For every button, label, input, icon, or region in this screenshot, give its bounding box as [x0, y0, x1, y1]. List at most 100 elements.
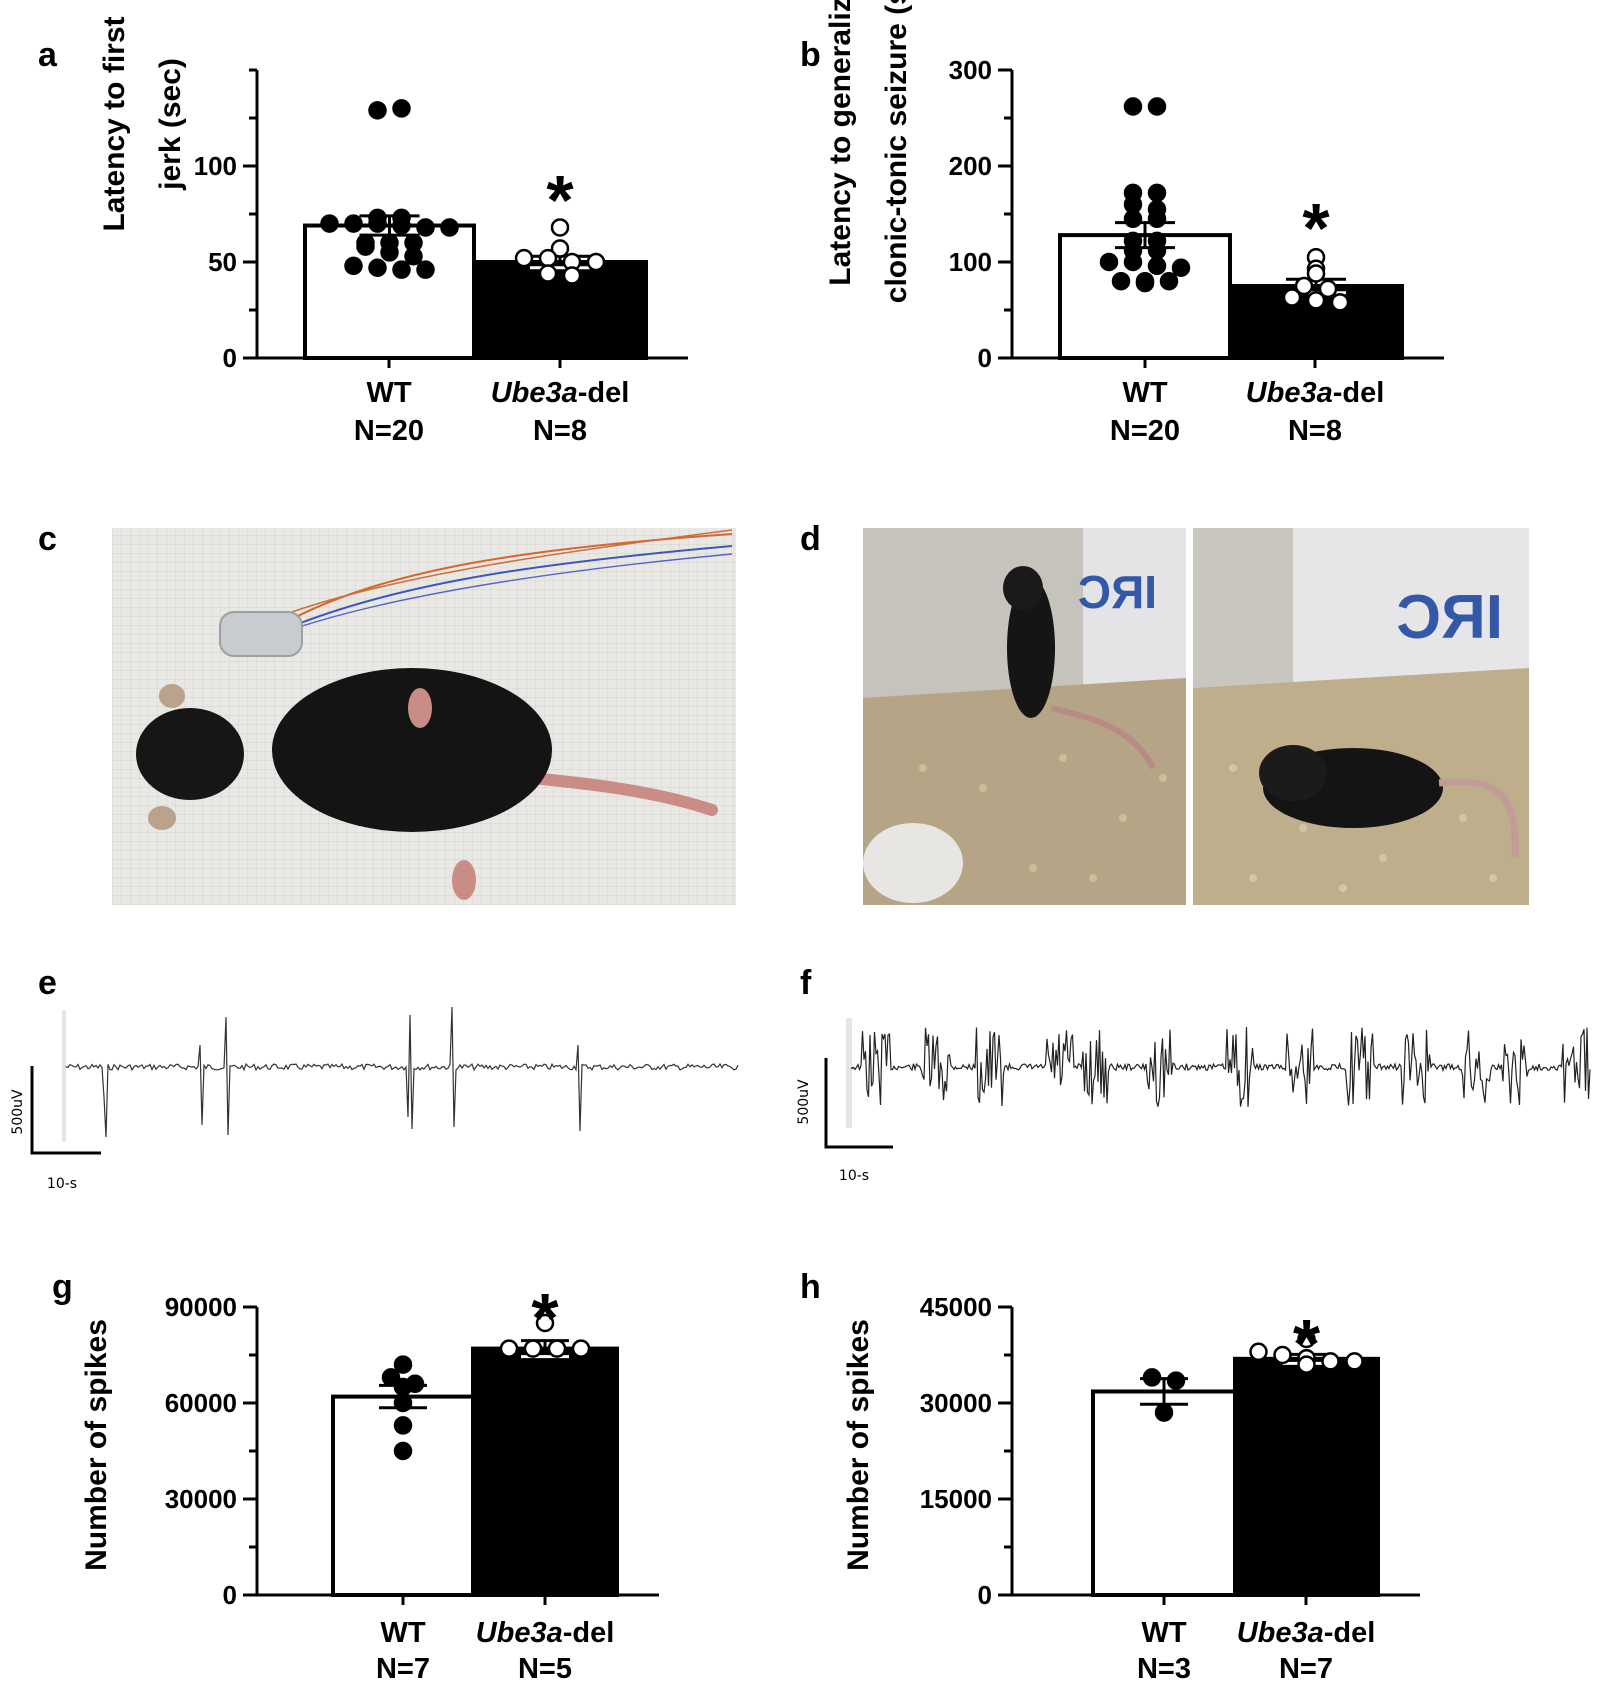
svg-text:IRC: IRC — [1078, 566, 1157, 618]
group-label: Ube3a-del — [1237, 1617, 1376, 1649]
panel-letter-d: d — [800, 520, 821, 558]
data-point — [1297, 1329, 1316, 1349]
data-point — [393, 1355, 413, 1374]
data-point — [1306, 264, 1326, 283]
data-point — [416, 218, 435, 237]
group-label: WT — [1141, 1617, 1186, 1649]
data-point — [1142, 1368, 1162, 1387]
y-tick-label: 100 — [949, 247, 992, 277]
data-point — [1345, 1352, 1364, 1371]
y-tick-label: 90000 — [165, 1292, 237, 1322]
data-point — [344, 214, 363, 233]
data-point — [1099, 252, 1119, 272]
trace-artifact — [62, 1010, 66, 1142]
data-point — [381, 1368, 401, 1387]
significance-star: * — [1293, 1305, 1321, 1383]
data-point — [1123, 97, 1143, 116]
eeg-trace-panel-f: 500uV 10-s — [796, 1018, 1591, 1184]
data-point — [1147, 209, 1167, 229]
data-point — [393, 1441, 413, 1461]
data-point — [380, 243, 399, 262]
y-axis-label: Latency to generalized — [824, 0, 857, 286]
group-label: Ube3a-del — [491, 377, 630, 409]
photo-mouse-rearing: IRC — [863, 528, 1186, 905]
y-tick-label: 45000 — [920, 1292, 992, 1322]
data-point — [344, 256, 363, 276]
group-label: Ube3a-del — [1246, 377, 1385, 409]
data-point — [1123, 209, 1143, 229]
bar-wt — [1058, 233, 1232, 360]
scale-voltage-e: 500uV — [10, 1089, 26, 1135]
y-axis-label: Number of spikes — [80, 1319, 113, 1571]
data-point — [393, 1416, 413, 1435]
data-point — [1171, 258, 1191, 278]
data-point — [514, 248, 534, 268]
data-point — [1273, 1345, 1292, 1365]
group-label: Ube3a-del — [476, 1617, 615, 1649]
y-tick-label: 30000 — [165, 1484, 237, 1514]
data-point — [562, 266, 582, 285]
data-point — [523, 1339, 543, 1358]
y-tick-label: 50 — [208, 247, 237, 277]
chart-panel-g: 0 30000 60000 90000 Number of spikes WT N=7 Ube… — [80, 1279, 659, 1685]
data-point — [404, 246, 423, 266]
y-tick-label: 100 — [194, 151, 237, 181]
svg-text:IRC: IRC — [1396, 583, 1503, 652]
data-point — [1294, 276, 1314, 296]
data-point — [368, 214, 387, 233]
data-point — [320, 214, 339, 233]
data-point — [550, 218, 570, 237]
bar-ube3a-del — [1233, 1356, 1380, 1597]
photo-mouse-seizure: IRC — [1193, 528, 1529, 905]
y-tick-label: 0 — [978, 343, 992, 373]
panel-letter-f: f — [800, 964, 812, 1002]
trace-artifact — [846, 1018, 852, 1128]
group-n-label: N=5 — [518, 1653, 572, 1685]
significance-star: * — [546, 161, 574, 239]
group-n-label: N=20 — [354, 415, 424, 447]
y-axis-label: clonic-tonic seizure (sec) — [880, 0, 913, 303]
data-point — [1154, 1403, 1174, 1422]
data-point — [1166, 1371, 1186, 1390]
data-point — [416, 260, 435, 279]
data-point — [440, 218, 459, 237]
group-n-label: N=7 — [376, 1653, 430, 1685]
data-point — [1147, 97, 1167, 116]
data-point — [1147, 241, 1167, 260]
group-n-label: N=3 — [1137, 1653, 1191, 1685]
y-axis-label: Number of spikes — [842, 1319, 875, 1571]
significance-star: * — [1302, 189, 1330, 267]
data-point — [586, 252, 606, 272]
chart-panel-b: 0 100 200 300 Latency to generalized clonic-t… — [824, 0, 1444, 447]
scale-bar-e — [30, 1066, 101, 1155]
chart-panel-h: 0 15000 30000 45000 Number of spikes WT N=3 Ube… — [842, 1292, 1420, 1685]
data-point — [1111, 271, 1131, 291]
photo-mouse-with-transmitter — [112, 528, 736, 905]
data-point — [538, 264, 558, 283]
y-tick-label: 300 — [949, 55, 992, 85]
scale-time-e: 10-s — [47, 1176, 77, 1192]
scale-bar-f — [824, 1058, 893, 1149]
y-tick-label: 0 — [978, 1580, 992, 1610]
group-n-label: N=20 — [1110, 415, 1180, 447]
panel-letter-h: h — [800, 1268, 821, 1306]
data-point — [1297, 1355, 1316, 1374]
bar-ube3a-del — [471, 1346, 619, 1597]
y-axis-label: Latency to first — [98, 16, 131, 231]
y-axis-label: jerk (sec) — [154, 58, 187, 191]
scale-time-f: 10-s — [839, 1168, 869, 1184]
data-point — [1159, 271, 1179, 291]
data-point — [1147, 183, 1167, 203]
chart-panel-a: 0 50 100 Latency to first jerk (sec) WT N=20 Ub… — [98, 16, 688, 447]
data-point — [368, 101, 387, 120]
data-point — [392, 216, 411, 235]
group-n-label: N=8 — [533, 415, 587, 447]
data-point — [356, 237, 375, 256]
data-point — [535, 1313, 555, 1333]
y-tick-label: 0 — [223, 343, 237, 373]
data-point — [368, 258, 387, 278]
data-point — [1330, 293, 1350, 312]
data-point — [1249, 1342, 1268, 1362]
group-label: WT — [366, 377, 411, 409]
data-point — [499, 1339, 519, 1358]
